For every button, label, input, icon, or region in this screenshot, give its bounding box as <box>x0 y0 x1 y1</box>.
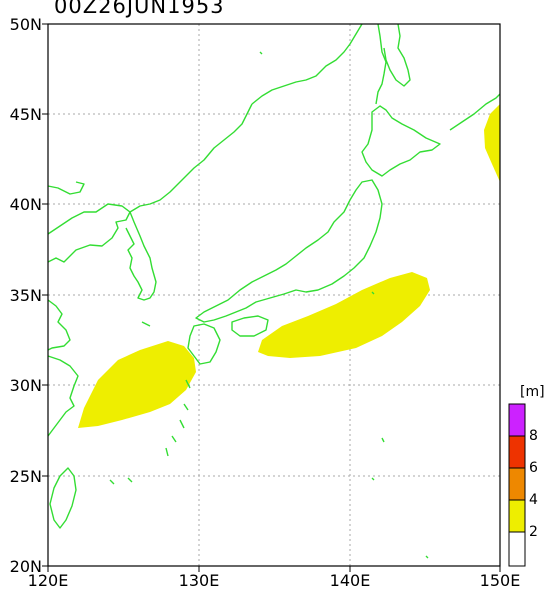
lat-label-30n: 30N <box>9 376 42 395</box>
colorbar-bin-4 <box>508 467 526 501</box>
coastline-mainland-asia <box>47 203 131 263</box>
coastline-shikoku <box>231 315 269 337</box>
colorbar-label-8: 8 <box>529 428 538 444</box>
lat-label-35n: 35N <box>9 286 42 305</box>
colorbar-label-2: 2 <box>529 524 538 540</box>
coastline-hokkaido <box>361 105 441 177</box>
coastline-nansei <box>165 379 191 457</box>
coastline-russia <box>251 23 363 105</box>
tick-marks <box>42 23 501 572</box>
coastlines <box>47 23 501 559</box>
lon-label-150e: 150E <box>479 571 521 590</box>
coastline-kyushu <box>187 323 221 365</box>
colorbar-bin-8 <box>508 403 526 437</box>
lon-label-130e: 130E <box>178 571 220 590</box>
colorbar-bin-0 <box>508 531 526 567</box>
coastline-kuril <box>449 93 501 131</box>
lat-label-45n: 45N <box>9 105 42 124</box>
coastline-bohai <box>47 181 85 195</box>
colorbar-bin-6 <box>508 435 526 469</box>
coastline-korea <box>125 211 157 301</box>
coastline-china-southeast <box>47 355 79 437</box>
colorbar-unit: [m] <box>520 384 545 400</box>
map-title: 00Z26JUN1953 <box>54 0 225 18</box>
colorbar-label-4: 4 <box>529 492 538 508</box>
coastline-korea-east <box>129 103 253 213</box>
lon-label-120e: 120E <box>27 571 69 590</box>
coastline-sakhalin <box>375 23 387 105</box>
coastline-small-islands <box>109 51 429 559</box>
colorbar-bin-2 <box>508 499 526 533</box>
lat-label-25n: 25N <box>9 467 42 486</box>
colorbar <box>508 403 526 567</box>
colorbar-label-6: 6 <box>529 460 538 476</box>
coastline-taiwan <box>49 467 77 529</box>
lat-label-40n: 40N <box>9 195 42 214</box>
wave-area-northeast <box>484 104 500 182</box>
coastline-honshu <box>195 179 383 323</box>
lon-label-140e: 140E <box>329 571 371 590</box>
lat-label-50n: 50N <box>9 15 42 34</box>
grid-lines <box>48 24 500 566</box>
wave-area-south-of-honshu <box>258 272 430 358</box>
coastline-kamchatka-side <box>383 23 411 87</box>
coastline-china-east <box>47 299 71 351</box>
wave-height-areas <box>78 104 500 428</box>
lat-label-20n: 20N <box>9 557 42 576</box>
wave-area-east-china-sea <box>78 341 196 428</box>
